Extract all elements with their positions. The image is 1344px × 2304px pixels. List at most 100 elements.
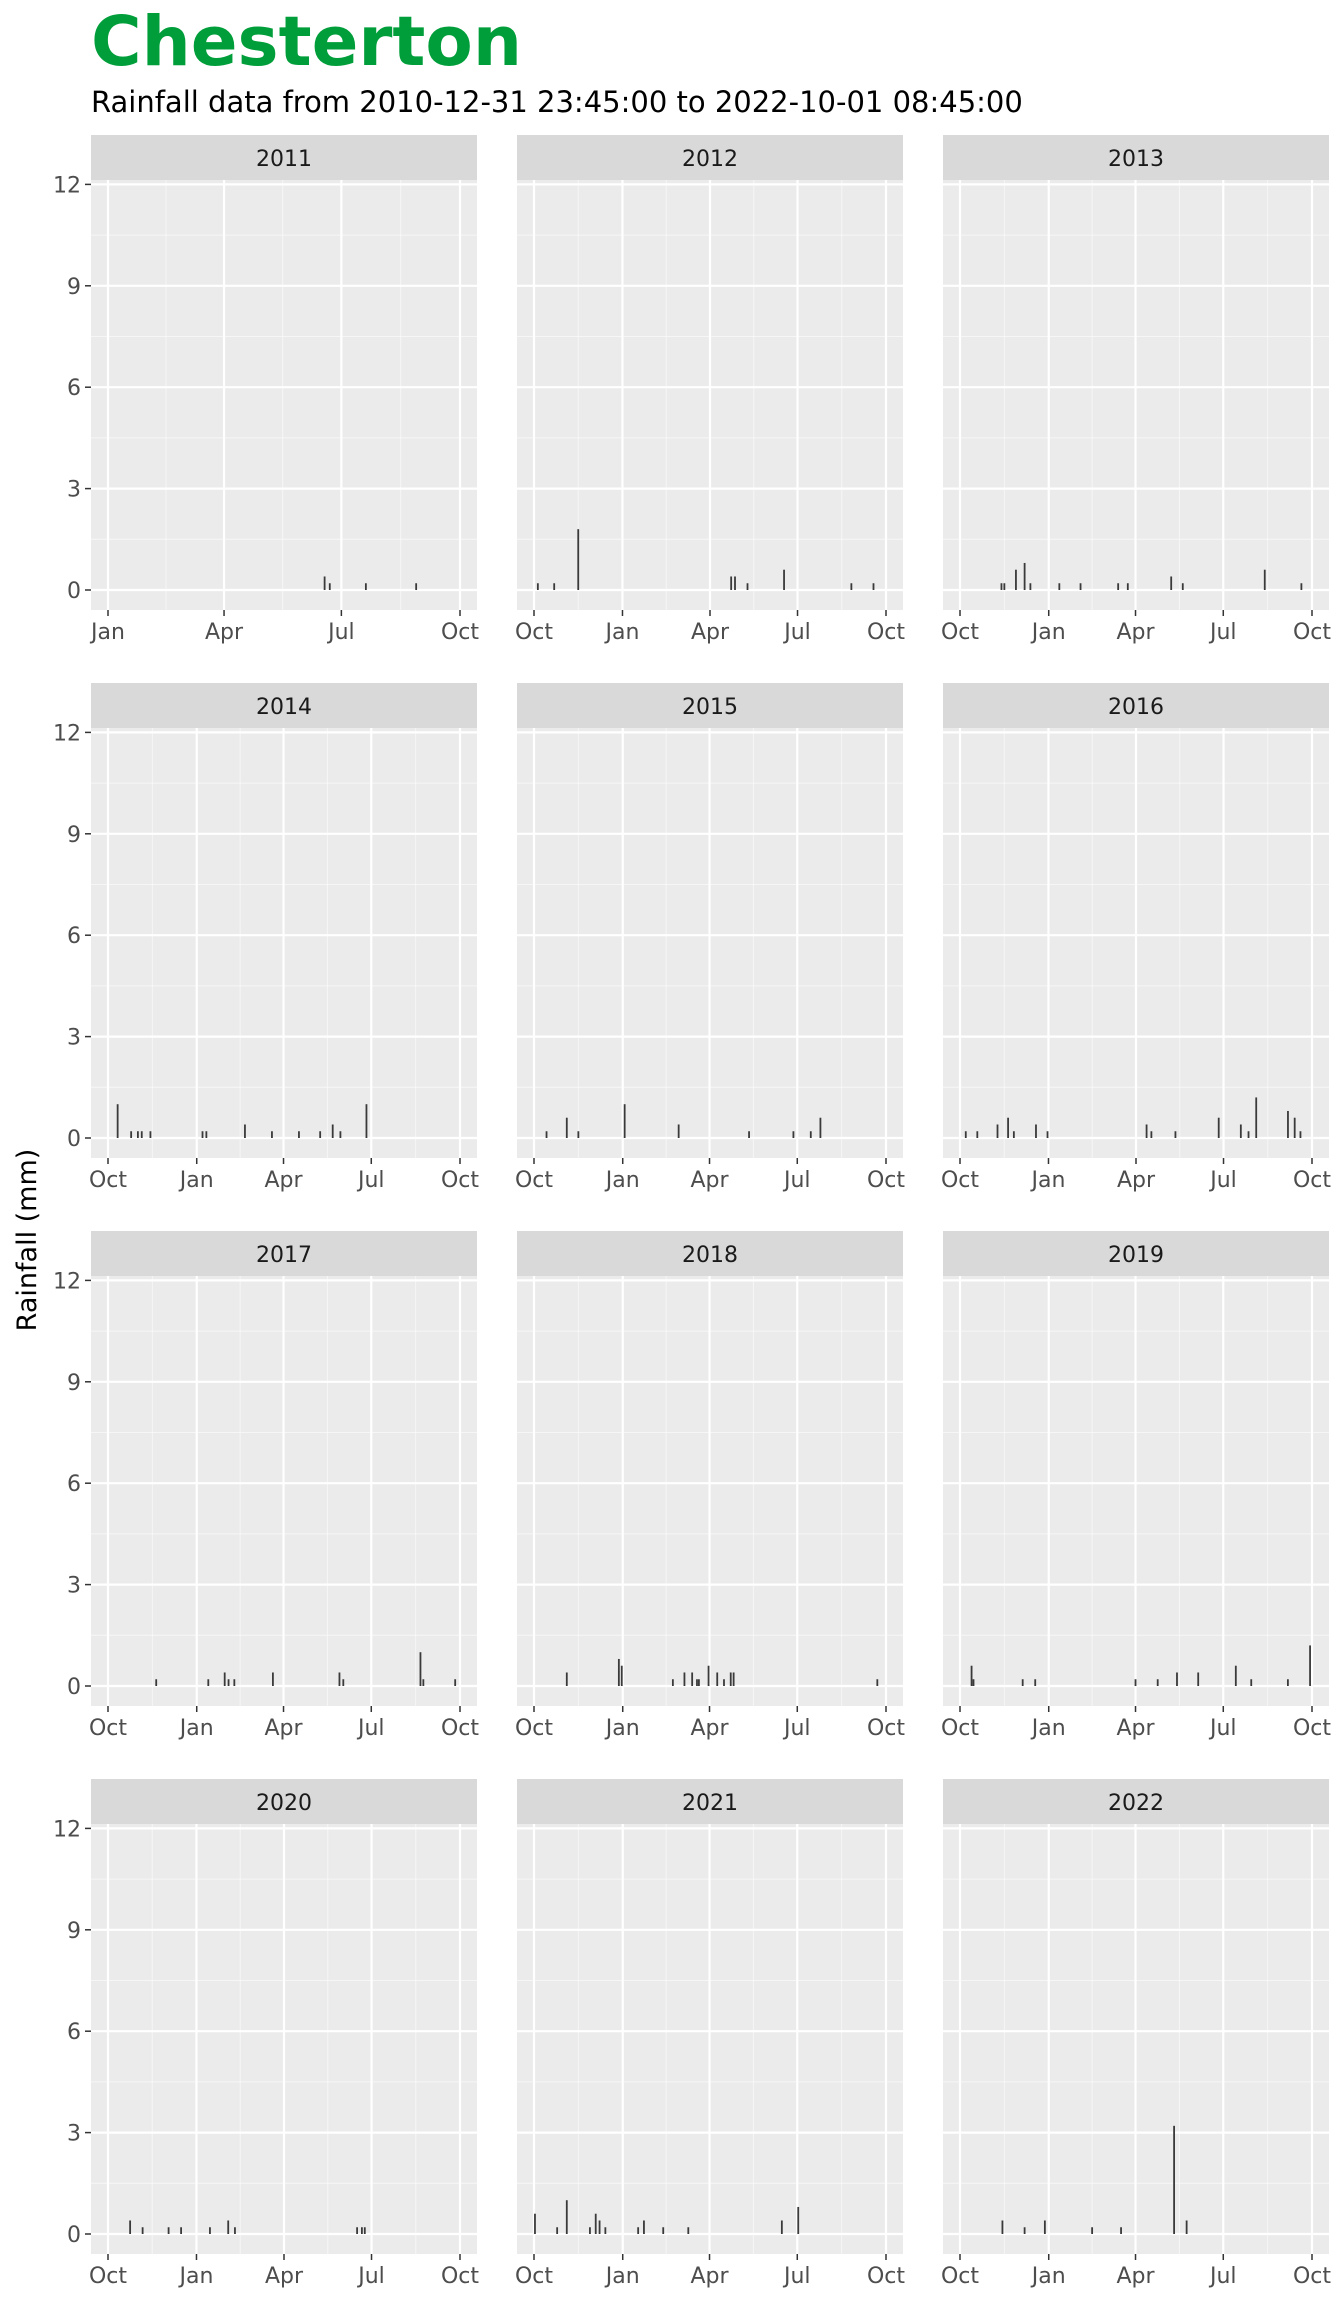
y-tick-label: 3 <box>67 2122 81 2147</box>
x-tick-label: Jul <box>356 1168 385 1193</box>
facet-panel: 2014 0 3 6 9 12 Oct Jan Apr Jul Oct <box>53 683 479 1193</box>
rainfall-bar <box>422 1679 425 1686</box>
facet-strip-label: 2014 <box>256 695 312 720</box>
x-tick-label: Jan <box>178 1168 214 1193</box>
rainfall-bar <box>223 1672 226 1686</box>
x-tick-label: Jul <box>356 2264 385 2289</box>
rainfall-bar <box>1255 1097 1258 1138</box>
rainfall-bar <box>1173 2125 1175 2234</box>
rainfall-bar <box>1287 1110 1289 1138</box>
y-tick-label: 3 <box>67 1026 81 1051</box>
rainfall-bar <box>637 2227 640 2234</box>
y-tick-label: 0 <box>67 579 81 604</box>
facet-strip <box>943 1231 1329 1276</box>
facet-panel: 2018 Oct Jan Apr Jul Oct <box>515 1231 905 1741</box>
rainfall-bar <box>1034 1679 1037 1686</box>
rainfall-bar <box>1181 583 1184 590</box>
facet-strip <box>517 683 903 728</box>
rainfall-bar <box>338 1672 341 1686</box>
x-tick-label: Oct <box>941 2264 979 2289</box>
y-tick-label: 12 <box>53 173 81 198</box>
x-tick-label: Apr <box>690 2264 729 2289</box>
x-tick-label: Apr <box>691 620 730 645</box>
rainfall-bar <box>1120 2227 1122 2234</box>
rainfall-bar <box>729 1672 732 1686</box>
x-tick-label: Jan <box>604 1716 640 1741</box>
y-tick-label: 9 <box>67 1919 81 1944</box>
rainfall-bar <box>623 1104 626 1138</box>
rainfall-bar <box>141 2227 144 2234</box>
y-tick-label: 9 <box>67 823 81 848</box>
facet-strip <box>91 135 477 180</box>
x-tick-label: Apr <box>690 1168 729 1193</box>
rainfall-bar <box>1286 1679 1289 1686</box>
rainfall-bar <box>155 1679 158 1686</box>
facet-panel: 2015 Oct Jan Apr Jul Oct <box>515 683 905 1193</box>
rainfall-bar <box>1001 2220 1004 2234</box>
facet-strip-label: 2019 <box>1108 1243 1164 1268</box>
rainfall-bar <box>748 1131 750 1138</box>
facet-strip <box>943 135 1329 180</box>
rainfall-bar <box>244 1124 246 1138</box>
chart-subtitle: Rainfall data from 2010-12-31 23:45:00 t… <box>91 85 1023 119</box>
rainfall-bar <box>691 1672 694 1686</box>
facet-panel: 2011 0 3 6 9 12 Jan Apr Jul Oct <box>53 135 479 645</box>
rainfall-bar <box>1299 1131 1302 1138</box>
rainfall-bar <box>1134 1679 1137 1686</box>
x-tick-label: Apr <box>1116 1716 1155 1741</box>
x-tick-label: Jul <box>356 1716 385 1741</box>
facet-strip-label: 2013 <box>1108 147 1164 172</box>
x-tick-label: Oct <box>515 1168 553 1193</box>
facet-panel: 2016 Oct Jan Apr Jul Oct <box>941 683 1331 1193</box>
rainfall-bar <box>205 1131 208 1138</box>
rainfall-bar <box>233 1679 236 1686</box>
rainfall-bar <box>734 576 736 590</box>
rainfall-bar <box>677 1124 680 1138</box>
rainfall-bar <box>683 1672 686 1686</box>
rainfall-bar <box>698 1679 700 1686</box>
x-tick-label: Oct <box>89 1168 127 1193</box>
rainfall-bar <box>970 1665 973 1686</box>
rainfall-bar <box>577 1131 580 1138</box>
rainfall-bar <box>556 2227 559 2234</box>
rainfall-bar <box>365 1104 368 1138</box>
x-tick-label: Oct <box>515 620 553 645</box>
x-tick-label: Jan <box>178 1716 214 1741</box>
rainfall-bar <box>598 2220 601 2234</box>
y-tick-label: 0 <box>67 2223 81 2248</box>
rainfall-bar <box>819 1117 822 1138</box>
x-tick-label: Apr <box>205 620 244 645</box>
rainfall-bar <box>130 1131 133 1138</box>
y-tick-label: 0 <box>67 1675 81 1700</box>
rainfall-bar <box>1126 583 1129 590</box>
x-tick-label: Apr <box>264 1168 303 1193</box>
rainfall-bar <box>716 1672 719 1686</box>
rainfall-bar <box>149 1131 152 1138</box>
x-tick-label: Jul <box>1208 2264 1237 2289</box>
facet-strip <box>517 135 903 180</box>
facet-strip-label: 2022 <box>1108 1791 1164 1816</box>
x-tick-label: Apr <box>265 2264 304 2289</box>
y-tick-label: 6 <box>67 2020 81 2045</box>
rainfall-bar <box>643 2220 645 2234</box>
rainfall-bar <box>167 2227 170 2234</box>
rainfall-bar <box>1197 1672 1200 1686</box>
x-tick-label: Oct <box>89 2264 127 2289</box>
y-tick-label: 0 <box>67 1127 81 1152</box>
y-tick-label: 6 <box>67 924 81 949</box>
y-tick-label: 3 <box>67 1574 81 1599</box>
x-tick-label: Oct <box>1293 620 1331 645</box>
facet-strip-label: 2016 <box>1108 695 1164 720</box>
rainfall-bar <box>1023 2227 1026 2234</box>
rainfall-bar <box>732 1672 735 1686</box>
rainfall-bar <box>331 1124 334 1138</box>
rainfall-bar <box>1117 583 1120 590</box>
rainfall-bar <box>328 583 331 590</box>
facet-panel: 2017 0 3 6 9 12 Oct Jan Apr Jul Oct <box>53 1231 479 1741</box>
x-tick-label: Jan <box>178 2264 214 2289</box>
rainfall-bar <box>604 2227 607 2234</box>
x-tick-label: Jan <box>604 1168 640 1193</box>
facet-panel: 2013 Oct Jan Apr Jul Oct <box>941 135 1331 645</box>
rainfall-bar <box>723 1679 725 1686</box>
x-tick-label: Oct <box>941 620 979 645</box>
